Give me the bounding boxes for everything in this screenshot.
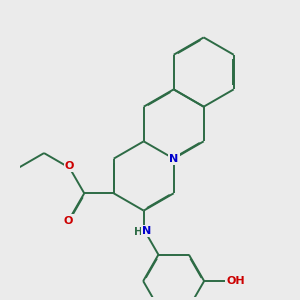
- Text: O: O: [63, 215, 73, 226]
- Text: N: N: [142, 226, 151, 236]
- Text: N: N: [169, 154, 178, 164]
- Text: O: O: [65, 161, 74, 171]
- Text: OH: OH: [226, 276, 245, 286]
- Text: H: H: [134, 227, 143, 237]
